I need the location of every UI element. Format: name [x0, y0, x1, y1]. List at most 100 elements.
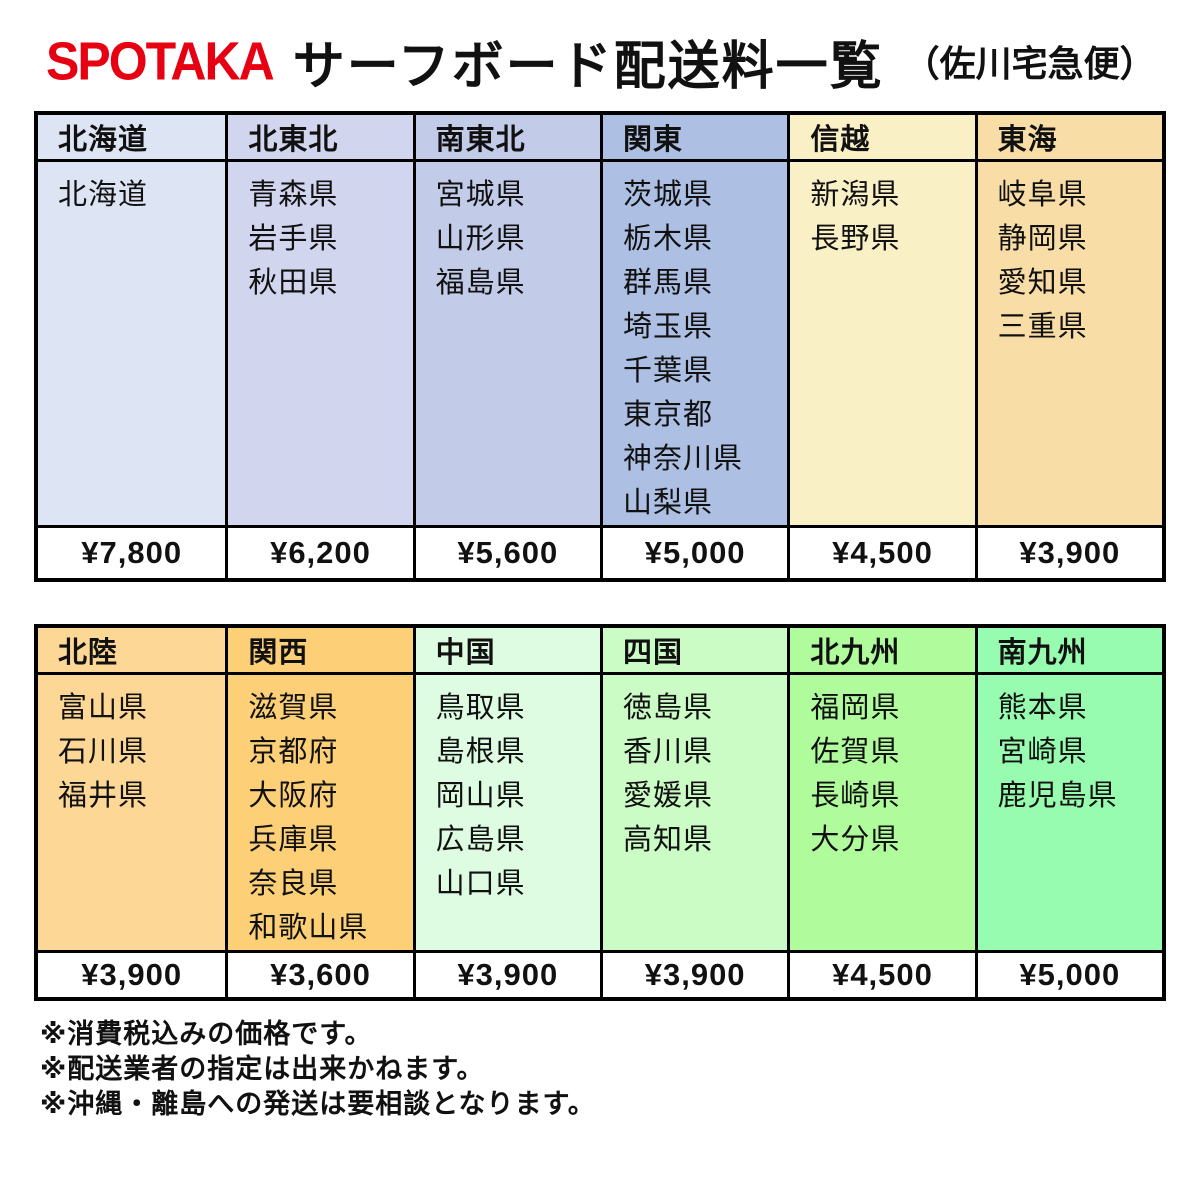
prefecture-name: 大分県 — [810, 824, 901, 856]
region-header: 関西 — [228, 628, 413, 675]
prefecture-name: 京都府 — [248, 736, 339, 768]
prefecture-name: 滋賀県 — [248, 692, 339, 724]
prefecture-name: 和歌山県 — [248, 912, 369, 944]
region-header: 四国 — [602, 628, 788, 675]
footnote-okinawa: ※沖縄・離島への発送は要相談となります。 — [40, 1089, 596, 1119]
prefecture-name: 福島県 — [435, 267, 526, 299]
region-column-kita-kyushu: 北九州 福岡県 佐賀県 長崎県 大分県 ¥4,500 — [787, 628, 975, 997]
prefecture-list: 徳島県香川県愛媛県高知県 — [603, 675, 787, 950]
prefecture-name: 愛媛県 — [622, 780, 713, 812]
region-column-hokuriku: 北陸 富山県石川県福井県 ¥3,900 — [38, 628, 226, 997]
prefecture-name: 宮城県 — [435, 179, 526, 211]
prefecture-name: 徳島県 — [622, 692, 713, 724]
prefecture-name: 山梨県 — [622, 487, 713, 519]
prefecture-name: 三重県 — [997, 311, 1088, 343]
price-cell: ¥5,000 — [977, 950, 1162, 997]
prefecture-name: 岐阜県 — [997, 179, 1088, 211]
prefecture-name: 東京都 — [622, 399, 713, 431]
prefecture-name: 山口県 — [435, 868, 526, 900]
prefecture-name: 岡山県 — [435, 780, 526, 812]
spotaka-logo: SPOTAKA — [46, 30, 275, 92]
prefecture-list: 熊本県宮崎県鹿児島県 — [978, 675, 1162, 950]
prefecture-name: 奈良県 — [248, 868, 339, 900]
shipping-table-east: 北海道 北海道 ¥7,800 北東北 青森県 岩手県 秋田県 ¥6,200 南東北 … — [34, 111, 1166, 582]
price-cell: ¥3,900 — [602, 950, 788, 997]
prefecture-name: 宮崎県 — [997, 736, 1088, 768]
prefecture-name: 兵庫県 — [248, 824, 339, 856]
prefecture-name: 山形県 — [435, 223, 526, 255]
prefecture-name: 大阪府 — [248, 780, 339, 812]
page-title: サーフボード配送料一覧 — [292, 37, 884, 96]
region-column-minami-kyushu: 南九州 熊本県宮崎県鹿児島県 ¥5,000 — [974, 628, 1162, 997]
footnote-carrier: ※配送業者の指定は出来かねます。 — [40, 1054, 485, 1084]
region-column-kanto: 関東 茨城県 栃木県 群馬県 埼玉県 千葉県 東京都 神奈川県 山梨県 ¥5,000 — [599, 115, 788, 578]
prefecture-list: 新潟県 長野県 — [790, 162, 974, 525]
price-cell: ¥5,600 — [415, 525, 600, 578]
prefecture-name: 埼玉県 — [622, 311, 713, 343]
prefecture-name: 富山県 — [58, 692, 149, 724]
prefecture-name: 秋田県 — [248, 267, 339, 299]
region-column-shinetsu: 信越 新潟県長野県 ¥4,500 — [787, 115, 975, 578]
price-cell: ¥3,900 — [38, 950, 226, 997]
region-column-kansai: 関西 滋賀県京都府大阪府兵庫県奈良県和歌山県 ¥3,600 — [225, 628, 413, 997]
price-cell: ¥3,900 — [415, 950, 600, 997]
region-header: 南九州 — [977, 628, 1162, 675]
prefecture-name: 香川県 — [622, 736, 713, 768]
prefecture-name: 北海道 — [58, 179, 149, 211]
price-cell: ¥3,600 — [228, 950, 413, 997]
region-header: 信越 — [790, 115, 975, 162]
prefecture-name: 熊本県 — [997, 692, 1088, 724]
prefecture-list: 北海道 — [38, 162, 225, 525]
price-cell: ¥3,900 — [977, 525, 1162, 578]
footnotes: ※消費税込みの価格です。 ※配送業者の指定は出来かねます。 ※沖縄・離島への発送… — [40, 1017, 1200, 1122]
region-header: 北海道 — [38, 115, 226, 162]
prefecture-name: 石川県 — [58, 736, 149, 768]
region-column-shikoku: 四国 徳島県香川県愛媛県高知県 ¥3,900 — [599, 628, 788, 997]
prefecture-list: 滋賀県京都府大阪府兵庫県奈良県和歌山県 — [228, 675, 412, 950]
shipping-table-west: 北陸 富山県石川県福井県 ¥3,900 関西 滋賀県京都府大阪府兵庫県奈良県和歌… — [34, 624, 1166, 1001]
prefecture-list: 鳥取県島根県岡山県広島県山口県 — [416, 675, 600, 950]
region-column-kita-tohoku: 北東北 青森県 岩手県 秋田県 ¥6,200 — [225, 115, 413, 578]
region-header: 中国 — [415, 628, 600, 675]
region-column-tokai: 東海 岐阜県 静岡県 愛知県 三重県 ¥3,900 — [974, 115, 1162, 578]
prefecture-list: 福岡県 佐賀県 長崎県 大分県 — [790, 675, 974, 950]
region-header: 北陸 — [38, 628, 226, 675]
prefecture-name: 鹿児島県 — [997, 780, 1118, 812]
prefecture-name: 福井県 — [58, 780, 149, 812]
prefecture-name: 千葉県 — [622, 355, 713, 387]
prefecture-name: 愛知県 — [997, 267, 1088, 299]
prefecture-list: 岐阜県静岡県愛知県三重県 — [978, 162, 1162, 525]
prefecture-name: 広島県 — [435, 824, 526, 856]
prefecture-name: 静岡県 — [997, 223, 1088, 255]
region-header: 北東北 — [228, 115, 413, 162]
prefecture-name: 高知県 — [622, 824, 713, 856]
prefecture-name: 島根県 — [435, 736, 526, 768]
region-column-minami-tohoku: 南東北 宮城県山形県福島県 ¥5,600 — [412, 115, 600, 578]
prefecture-list: 宮城県 山形県 福島県 — [416, 162, 600, 525]
price-cell: ¥4,500 — [790, 950, 975, 997]
region-column-hokkaido: 北海道 北海道 ¥7,800 — [38, 115, 226, 578]
prefecture-name: 青森県 — [248, 179, 339, 211]
prefecture-name: 新潟県 — [810, 179, 901, 211]
prefecture-name: 長野県 — [810, 223, 901, 255]
price-cell: ¥7,800 — [38, 525, 226, 578]
price-cell: ¥6,200 — [228, 525, 413, 578]
prefecture-name: 福岡県 — [810, 692, 901, 724]
prefecture-list: 富山県 石川県 福井県 — [38, 675, 225, 950]
prefecture-name: 長崎県 — [810, 780, 901, 812]
prefecture-name: 鳥取県 — [435, 692, 526, 724]
region-header: 関東 — [602, 115, 788, 162]
region-column-chugoku: 中国 鳥取県島根県岡山県広島県山口県 ¥3,900 — [412, 628, 600, 997]
prefecture-name: 茨城県 — [622, 179, 713, 211]
prefecture-list: 青森県 岩手県 秋田県 — [228, 162, 412, 525]
region-header: 北九州 — [790, 628, 975, 675]
prefecture-name: 栃木県 — [622, 223, 713, 255]
price-cell: ¥4,500 — [790, 525, 975, 578]
page-subtitle: （佐川宅急便） — [903, 43, 1156, 84]
prefecture-name: 群馬県 — [622, 267, 713, 299]
footnote-tax: ※消費税込みの価格です。 — [40, 1019, 373, 1049]
region-header: 南東北 — [415, 115, 600, 162]
price-cell: ¥5,000 — [602, 525, 788, 578]
page-header: SPOTAKA サーフボード配送料一覧 （佐川宅急便） — [0, 0, 1200, 96]
